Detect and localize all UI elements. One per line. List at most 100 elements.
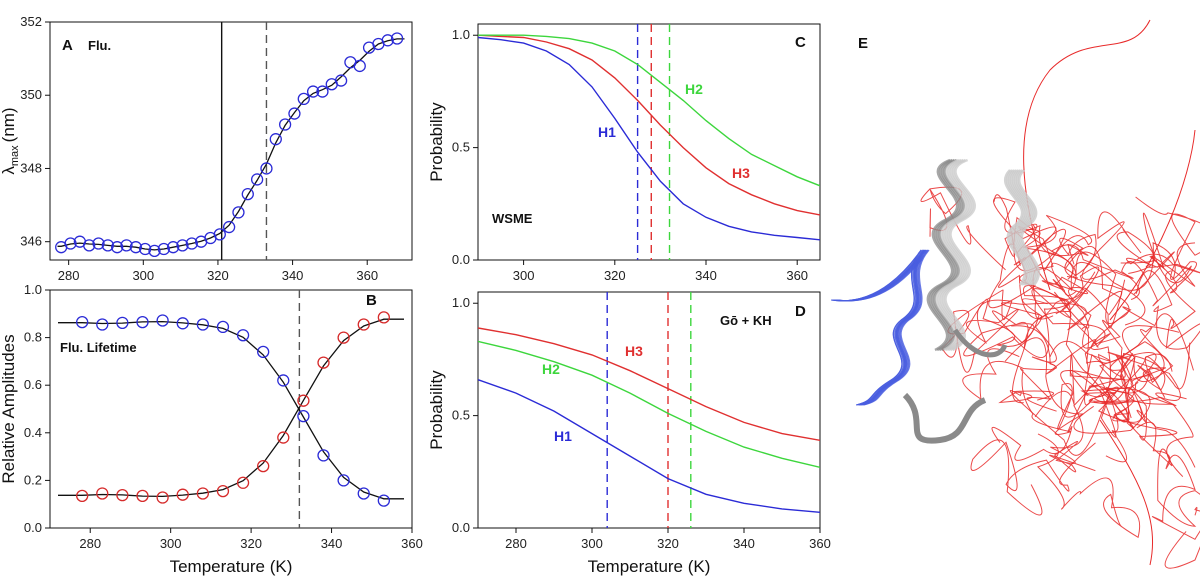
x-tick-label: 320 <box>657 536 679 551</box>
x-tick-label: 320 <box>240 536 262 551</box>
red-disordered-strand <box>1136 421 1200 569</box>
blue-helix-strand <box>833 249 925 406</box>
panel-a-melting-curve-plot: 280 300 320 340 360 346 348 350 352 λmax (nm) A Flu. <box>0 14 413 283</box>
data-point-marker <box>129 241 142 254</box>
x-tick-label: 340 <box>733 536 755 551</box>
data-point-marker <box>111 241 124 254</box>
red-disordered-strand <box>1135 270 1200 350</box>
x-tick-label: 360 <box>786 268 808 283</box>
data-point-marker <box>260 162 273 175</box>
data-point-marker <box>116 489 129 502</box>
red-disordered-strand <box>1059 233 1176 291</box>
data-point-marker <box>139 242 152 256</box>
data-point-marker <box>297 394 310 407</box>
y-label-symbol: λ <box>0 166 18 175</box>
plot-frame <box>477 291 821 529</box>
data-point-marker <box>232 206 245 219</box>
panel-letter: E <box>858 35 868 52</box>
blue-helix-strand <box>838 249 930 406</box>
grey-helix-ribbon <box>928 158 961 352</box>
y-axis-label: Probability <box>427 102 446 182</box>
data-point-marker <box>377 494 390 507</box>
red-disordered-strand <box>963 286 1089 404</box>
x-tick-label: 280 <box>58 268 80 283</box>
plot-frame <box>49 21 413 261</box>
grey-helix-ribbon <box>933 158 965 352</box>
panel-e-protein-structure-ensemble: E <box>831 19 1200 569</box>
grey-helix-ribbon <box>1011 169 1035 286</box>
data-point-marker <box>334 74 348 87</box>
data-point-marker <box>136 315 149 329</box>
y-tick-label: 0.2 <box>24 472 42 487</box>
grey-loop-ribbon <box>902 392 987 444</box>
data-point-marker <box>353 59 366 73</box>
data-point-marker <box>185 237 198 250</box>
panel-letter: C <box>795 34 806 51</box>
grey-helix-ribbon <box>931 158 963 352</box>
data-point-marker <box>196 487 209 500</box>
data-point-marker <box>216 484 230 498</box>
data-point-marker <box>76 315 89 329</box>
red-disordered-strand <box>1116 231 1200 295</box>
x-tick-label: 340 <box>282 268 304 283</box>
plot-frame <box>477 23 821 261</box>
grey-helix-ribbon <box>1017 169 1041 286</box>
data-point-marker <box>196 318 209 331</box>
blue-helix-strand <box>831 249 922 406</box>
grey-helix-ribbon <box>1003 169 1027 286</box>
series-label-h3: H3 <box>625 343 643 359</box>
data-point-marker <box>250 173 264 186</box>
data-point-marker <box>306 85 320 98</box>
series-label-h3: H3 <box>732 165 750 181</box>
y-axis-label: Relative Amplitudes <box>0 334 18 483</box>
red-disordered-strand <box>1112 387 1178 441</box>
data-point-marker <box>357 318 370 331</box>
y-tick-label: 1.0 <box>452 295 470 310</box>
series-label-h1: H1 <box>554 428 572 444</box>
x-tick-label: 320 <box>207 268 229 283</box>
plot-area <box>55 22 405 260</box>
data-point-marker <box>96 487 109 500</box>
series-line-h1 <box>478 379 820 513</box>
fit-curve <box>58 320 404 500</box>
red-disordered-strand <box>1068 279 1132 382</box>
panel-letter: A <box>62 37 73 54</box>
data-point-marker <box>278 118 292 131</box>
data-point-marker <box>236 329 250 342</box>
grey-helix-ribbon <box>1013 169 1037 286</box>
grey-helix-ribbon <box>939 158 972 352</box>
red-disordered-strand <box>962 298 1057 401</box>
grey-helix-ribbon <box>1005 169 1029 286</box>
y-tick-label: 0.5 <box>452 408 470 423</box>
panel-letter: D <box>795 303 806 320</box>
x-tick-label: 280 <box>505 536 527 551</box>
plot-area <box>478 292 820 528</box>
panel-b-relative-amplitudes-plot: 280 300 320 340 360 0.0 0.2 0.4 0.6 0.8 1.0 Tempera… <box>0 282 423 576</box>
grey-helix-ribbon <box>1015 169 1039 286</box>
series-line-h3 <box>478 34 820 216</box>
grey-helix-ribbon <box>1009 169 1033 286</box>
red-disordered-strand <box>1049 326 1104 473</box>
grey-helix-ribbon <box>926 158 959 352</box>
data-point-marker <box>92 237 105 250</box>
data-point-marker <box>257 345 270 359</box>
series-line-h2 <box>478 340 820 468</box>
x-tick-label: 360 <box>809 536 831 551</box>
data-point-marker <box>337 331 350 344</box>
series-label-h2: H2 <box>685 81 703 97</box>
y-tick-label: 352 <box>20 14 42 29</box>
data-point-marker <box>116 316 129 329</box>
x-tick-label: 340 <box>321 536 343 551</box>
fit-curve <box>57 38 405 251</box>
data-point-marker <box>96 318 109 331</box>
y-label-subscript: max <box>9 145 21 166</box>
x-axis-label: Temperature (K) <box>588 557 711 576</box>
red-disordered-strand <box>998 389 1117 456</box>
data-point-marker <box>120 239 133 252</box>
data-point-marker <box>213 228 226 241</box>
fit-curve <box>58 318 404 498</box>
red-disordered-strand <box>1023 19 1151 291</box>
data-point-marker <box>277 431 290 444</box>
panel-annotation: Flu. <box>88 38 111 53</box>
y-tick-label: 350 <box>20 87 42 102</box>
